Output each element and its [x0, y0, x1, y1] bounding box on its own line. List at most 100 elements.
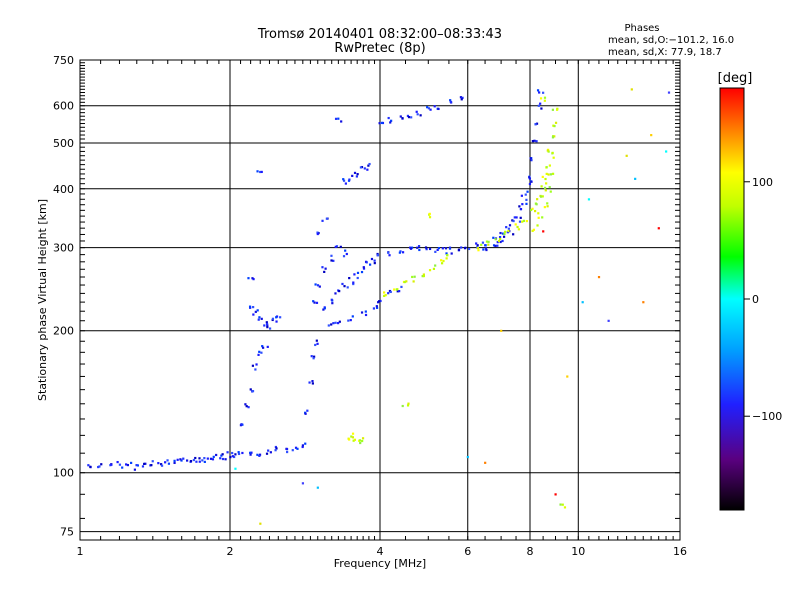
data-point [342, 255, 346, 258]
data-point [539, 102, 542, 105]
data-point [378, 122, 381, 125]
data-point [206, 457, 209, 460]
data-point [441, 247, 444, 250]
data-point [211, 458, 215, 461]
data-point [341, 282, 344, 286]
data-point [525, 198, 528, 201]
data-point [255, 363, 258, 366]
data-point [657, 227, 660, 230]
data-point [407, 116, 411, 119]
data-point [316, 342, 319, 345]
data-point [421, 275, 424, 278]
data-point [537, 212, 540, 215]
data-point [160, 464, 164, 467]
data-point [485, 240, 489, 243]
data-point [126, 463, 130, 467]
data-point [413, 275, 416, 278]
data-point [387, 251, 390, 254]
data-point [344, 182, 347, 185]
data-point [252, 305, 255, 309]
data-point [541, 175, 544, 179]
chart-subtitle: RwPretec (8p) [334, 41, 425, 56]
data-point [334, 245, 337, 248]
data-point [198, 460, 201, 463]
data-point [342, 178, 345, 181]
data-point [476, 246, 480, 250]
data-point [231, 451, 234, 455]
data-point [324, 267, 327, 270]
data-point [520, 194, 523, 197]
data-point [263, 324, 266, 327]
data-point [395, 288, 398, 291]
data-point [301, 482, 305, 485]
data-point [587, 198, 591, 201]
data-point [466, 455, 469, 459]
data-point [367, 164, 370, 167]
data-point [356, 276, 359, 280]
data-point [380, 121, 384, 125]
data-point [551, 172, 555, 175]
data-point [400, 285, 403, 289]
data-point [521, 203, 524, 206]
data-point [321, 219, 324, 222]
data-point [551, 151, 554, 154]
data-point [121, 466, 124, 469]
data-point [494, 238, 497, 241]
data-point [352, 281, 355, 284]
data-point [625, 154, 628, 157]
data-point [373, 262, 376, 265]
data-point [543, 96, 547, 99]
data-point [245, 405, 248, 408]
data-point [256, 309, 259, 312]
data-point [370, 257, 374, 261]
data-point [219, 457, 222, 460]
data-point [323, 307, 326, 310]
data-point [547, 173, 550, 176]
data-point [189, 460, 193, 463]
data-point [316, 284, 320, 287]
data-point [234, 467, 237, 470]
data-point [301, 444, 304, 447]
data-point [412, 280, 415, 283]
data-point [445, 257, 448, 260]
data-point [351, 174, 354, 177]
data-point [549, 173, 553, 176]
data-point [361, 437, 365, 440]
data-point [522, 219, 526, 222]
data-point [248, 305, 252, 308]
data-point [504, 230, 507, 233]
data-point [405, 280, 408, 283]
data-point [291, 449, 294, 452]
data-point [427, 107, 430, 110]
data-point [176, 458, 179, 461]
data-point [363, 167, 366, 170]
data-point [89, 465, 92, 468]
data-point [250, 451, 253, 454]
data-point [426, 106, 429, 109]
data-point [566, 375, 569, 378]
data-point [185, 459, 189, 462]
data-point [334, 292, 337, 295]
data-point [496, 244, 499, 247]
data-point [259, 522, 262, 525]
data-point [266, 324, 269, 327]
data-point [528, 176, 531, 179]
data-point [313, 301, 316, 304]
data-point [338, 289, 341, 293]
data-point [335, 245, 339, 248]
data-point [350, 435, 353, 438]
data-point [110, 463, 113, 466]
colorbar-label: [deg] [718, 71, 753, 86]
data-point [389, 121, 392, 124]
x-tick-labels: 1 2 4 6 8 10 16 [77, 545, 688, 558]
data-point [144, 462, 147, 465]
data-point [167, 462, 171, 465]
data-point [179, 458, 182, 461]
data-point [150, 464, 153, 467]
data-point [231, 455, 234, 458]
data-point [506, 231, 509, 234]
data-point [519, 216, 522, 219]
data-point [512, 219, 515, 223]
data-point [484, 461, 487, 464]
data-point [416, 246, 419, 249]
